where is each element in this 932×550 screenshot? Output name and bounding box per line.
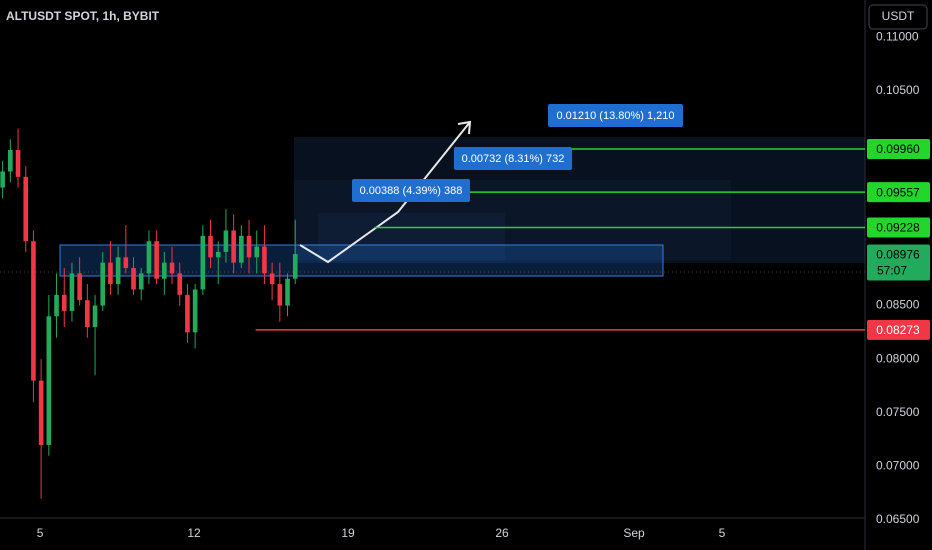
candle-body	[146, 241, 152, 274]
level-label-bg	[867, 138, 930, 159]
x-tick-label: 5	[37, 526, 44, 540]
x-tick-label: 12	[187, 526, 201, 540]
y-tick-label: 0.06500	[876, 512, 920, 526]
level-label: 0.09557	[876, 185, 920, 199]
fib-shade	[318, 213, 505, 261]
candle-body	[285, 278, 290, 306]
candle-body	[8, 150, 13, 172]
candle-body	[131, 268, 136, 290]
measure-label: 0.01210 (13.80%) 1,210	[556, 110, 674, 122]
level-label: 0.09960	[876, 142, 920, 156]
x-tick-label: 19	[341, 526, 355, 540]
candle-body	[69, 273, 75, 311]
candle-body	[31, 241, 36, 381]
candle-body	[215, 251, 221, 258]
level-label-bg	[867, 319, 930, 340]
candle-body	[269, 273, 275, 285]
candle-body	[115, 257, 121, 285]
candle-body	[162, 262, 167, 279]
candle-body	[38, 380, 44, 445]
projection-arrow	[299, 121, 471, 264]
candle-body	[46, 316, 52, 445]
level-label-bg	[867, 217, 930, 238]
candle-body	[15, 150, 21, 177]
candle-body	[0, 171, 5, 188]
measure-box	[352, 179, 470, 202]
candle-body	[169, 262, 175, 274]
currency-label[interactable]: USDT	[882, 9, 915, 23]
candle-body	[246, 235, 252, 258]
candle-body	[154, 241, 159, 279]
candle-body	[61, 294, 67, 311]
measure-box	[548, 104, 683, 127]
candle-body	[85, 300, 90, 327]
arrow-head	[457, 120, 472, 135]
candle-body	[192, 289, 198, 333]
y-tick-label: 0.07000	[876, 459, 920, 473]
measure-label: 0.00732 (8.31%) 732	[462, 153, 565, 165]
candle-body	[100, 262, 106, 306]
level-label: 0.08273	[876, 323, 920, 337]
candle-body	[138, 273, 144, 290]
y-tick-label: 0.08500	[876, 298, 920, 312]
candle-body	[231, 230, 236, 263]
measure-label: 0.00388 (4.39%) 388	[360, 185, 463, 197]
candle-body	[200, 235, 206, 290]
y-tick-label: 0.08000	[876, 351, 920, 365]
last-price-label: 0.08976	[876, 248, 920, 262]
candle-body	[262, 246, 267, 274]
candle-body	[254, 246, 260, 258]
candle-body	[92, 305, 98, 327]
candle-body	[208, 235, 213, 258]
candle-body	[223, 230, 229, 252]
candle-body	[77, 273, 82, 301]
x-tick-label: 5	[719, 526, 726, 540]
currency-button[interactable]	[868, 4, 928, 30]
chart-title: ALTUSDT SPOT, 1h, BYBIT	[6, 9, 160, 23]
candle-body	[54, 294, 59, 317]
candle-body	[185, 294, 190, 333]
y-tick-label: 0.11000	[876, 30, 919, 44]
level-label: 0.09228	[876, 221, 920, 235]
level-label-bg	[867, 182, 930, 203]
candle-body	[277, 284, 283, 306]
candle-body	[239, 235, 244, 263]
y-tick-label: 0.10500	[876, 83, 920, 97]
demand-zone	[59, 244, 664, 277]
candle-body	[23, 176, 29, 242]
y-tick-label: 0.07500	[876, 405, 920, 419]
countdown-label: 57:07	[877, 264, 907, 278]
candle-body	[108, 262, 113, 285]
x-tick-label: 26	[495, 526, 509, 540]
measure-box	[454, 147, 572, 170]
last-price-bg	[867, 244, 930, 281]
candle-body	[123, 257, 129, 269]
candle-body	[177, 273, 183, 295]
x-tick-label: Sep	[623, 526, 645, 540]
candle-body	[292, 254, 298, 279]
